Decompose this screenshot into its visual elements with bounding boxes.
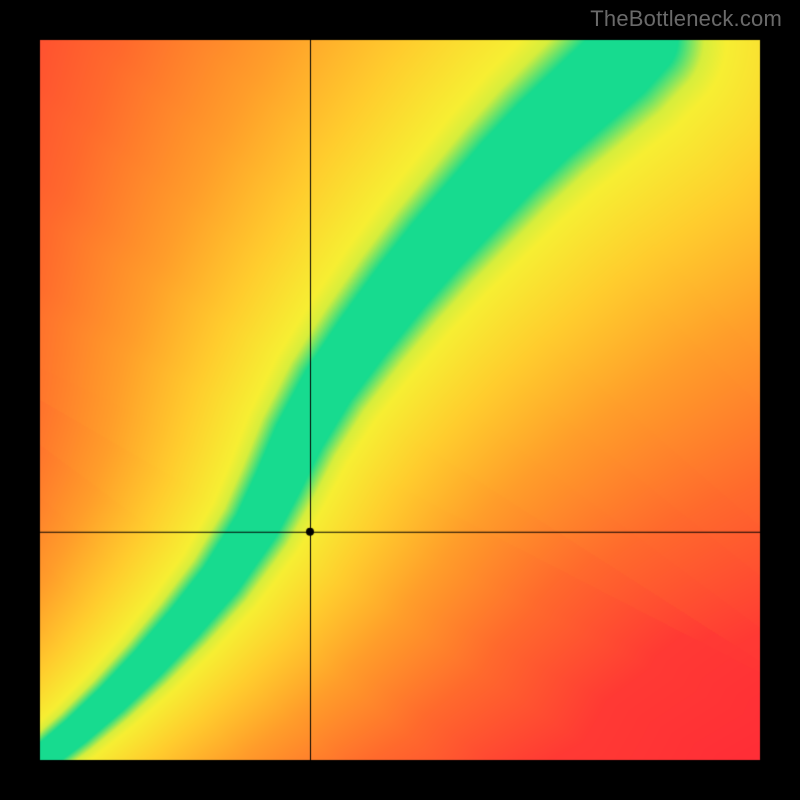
bottleneck-heatmap (0, 0, 800, 800)
heatmap-canvas (0, 0, 800, 800)
watermark-text: TheBottleneck.com (590, 6, 782, 32)
